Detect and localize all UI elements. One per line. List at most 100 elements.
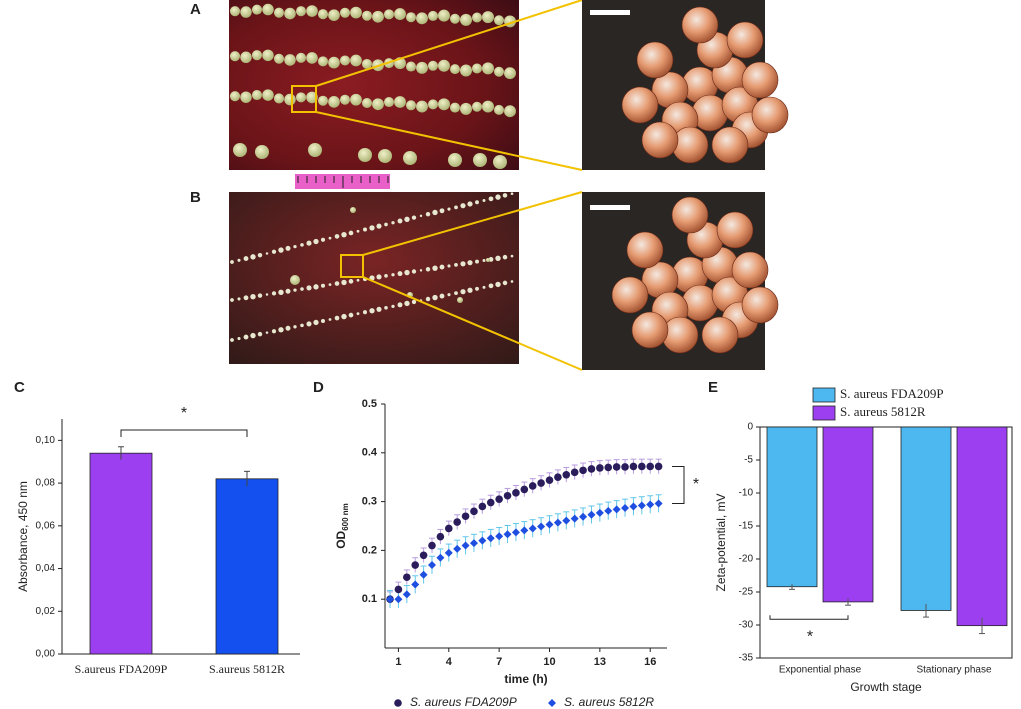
colony	[405, 12, 417, 23]
annotation: *	[181, 405, 187, 422]
colony	[439, 293, 445, 299]
y-tick-label: 0.5	[362, 398, 377, 410]
marker	[428, 541, 436, 550]
colony	[278, 247, 284, 253]
colony	[306, 91, 318, 104]
marker	[461, 512, 470, 521]
x-tick-label: S.aureus 5812R	[209, 662, 285, 676]
zoom-line	[362, 276, 583, 371]
x-axis-label: time (h)	[504, 672, 547, 686]
cell	[641, 121, 679, 159]
marker	[436, 553, 445, 562]
colony	[341, 231, 347, 238]
marker	[554, 473, 562, 482]
y-tick-label: 0.2	[362, 544, 377, 556]
cell	[716, 211, 754, 249]
bar	[956, 426, 1008, 627]
colony	[273, 53, 285, 64]
colony	[454, 291, 458, 296]
colony	[230, 338, 234, 342]
marker	[654, 462, 663, 471]
colony	[472, 63, 483, 74]
marker	[512, 489, 520, 497]
marker	[478, 502, 487, 511]
x-axis-label: Growth stage	[850, 680, 922, 694]
colony	[334, 234, 340, 239]
y-tick-label: -30	[739, 620, 754, 631]
marker	[545, 476, 554, 484]
marker	[486, 534, 495, 543]
colony	[284, 93, 296, 106]
colony	[419, 269, 423, 272]
colony	[257, 331, 263, 337]
marker	[394, 595, 403, 604]
colony	[384, 274, 388, 278]
significance-bracket	[120, 429, 248, 437]
marker	[403, 573, 411, 582]
colony	[251, 50, 263, 61]
legend-label: S. aureus 5812R	[564, 695, 654, 709]
y-tick-label: 0.1	[362, 593, 377, 605]
y-tick-label: -10	[739, 488, 754, 499]
colony	[328, 56, 340, 69]
colony	[510, 280, 514, 283]
colony	[265, 331, 269, 334]
colony	[482, 11, 494, 24]
colony	[449, 13, 461, 24]
zoom-box	[291, 85, 317, 113]
colony	[348, 279, 354, 284]
colony	[229, 91, 241, 102]
colony	[394, 8, 406, 20]
colony	[339, 94, 351, 105]
colony	[273, 93, 285, 104]
colony	[271, 291, 277, 296]
annotation: *	[693, 476, 699, 493]
colony	[306, 5, 318, 17]
colony	[432, 265, 438, 271]
colony	[416, 100, 428, 113]
colony	[427, 99, 439, 110]
marker	[520, 485, 529, 494]
colony	[378, 149, 392, 163]
marker	[394, 585, 403, 594]
marker	[528, 482, 537, 490]
y-tick-label: 0,00	[36, 649, 56, 660]
colony	[376, 223, 382, 229]
colony	[448, 153, 462, 167]
colony	[460, 64, 472, 77]
marker	[503, 491, 512, 500]
colony	[449, 64, 461, 75]
colony	[293, 244, 297, 249]
x-tick-label: 4	[446, 656, 453, 668]
marker	[579, 466, 587, 475]
colony	[482, 258, 486, 262]
colony	[362, 310, 368, 315]
colony	[290, 275, 300, 285]
colony	[432, 209, 438, 216]
y-axis-label: Zeta-potential, mV	[714, 493, 728, 591]
bar	[822, 426, 874, 603]
zoom-box	[340, 254, 364, 278]
y-axis-label: OD600 nm	[334, 503, 350, 549]
colony	[362, 227, 368, 232]
colony	[488, 196, 494, 202]
colony	[404, 300, 410, 307]
panel-label: B	[190, 189, 201, 206]
colony	[255, 145, 269, 159]
colony	[369, 225, 375, 231]
colony	[472, 12, 483, 23]
marker	[537, 479, 545, 487]
marker	[444, 548, 453, 557]
colony	[404, 269, 410, 276]
colony	[262, 3, 274, 16]
colony	[320, 318, 326, 324]
panel-label: D	[313, 379, 324, 396]
x-tick-label: 16	[644, 656, 656, 668]
colony	[472, 101, 483, 112]
zoom-line	[315, 111, 583, 171]
colony	[306, 52, 318, 64]
y-tick-label: 0,02	[36, 606, 56, 617]
colony	[262, 49, 274, 62]
colonies	[229, 3, 516, 169]
colony	[328, 236, 332, 240]
